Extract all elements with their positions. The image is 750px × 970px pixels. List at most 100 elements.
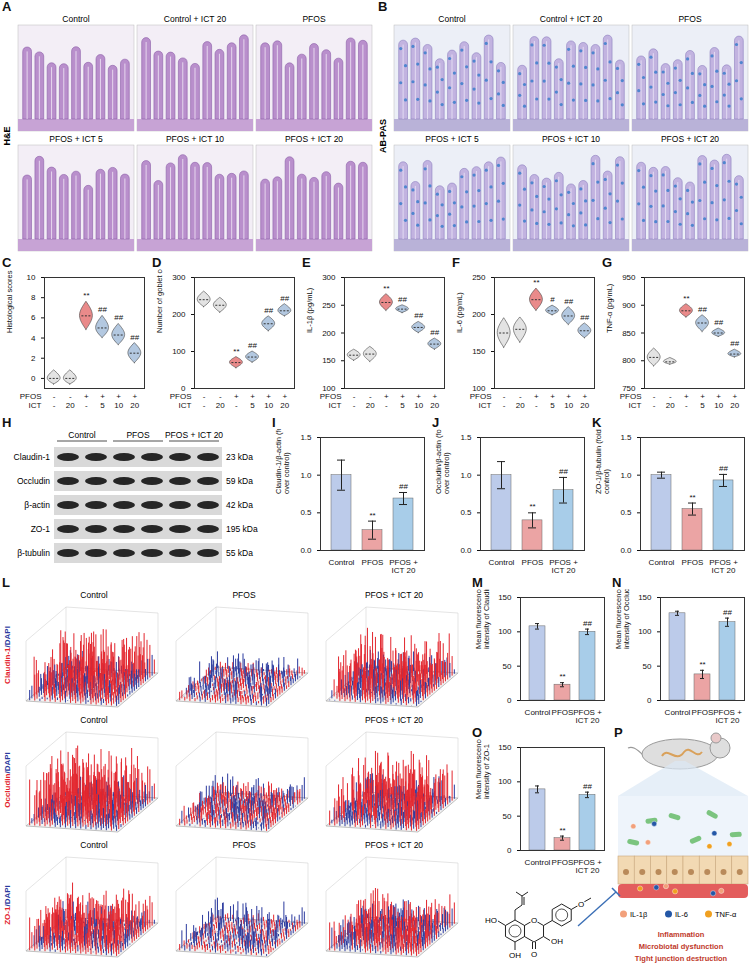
svg-text:**: ** xyxy=(559,672,565,681)
svg-text:Number of goblet cells: Number of goblet cells xyxy=(155,269,164,333)
svg-text:##: ## xyxy=(564,297,573,306)
svg-text:10: 10 xyxy=(264,401,273,410)
svg-text:PFOS + ICT 20: PFOS + ICT 20 xyxy=(365,840,423,850)
svg-text:0.5: 0.5 xyxy=(620,508,632,517)
svg-text:0: 0 xyxy=(647,696,652,705)
svg-text:20: 20 xyxy=(730,401,739,410)
svg-text:+: + xyxy=(282,392,287,401)
svg-text:10: 10 xyxy=(714,401,723,410)
svg-text:PFOS + ICT 20: PFOS + ICT 20 xyxy=(285,134,343,144)
svg-text:-: - xyxy=(69,392,72,401)
svg-text:0.0: 0.0 xyxy=(620,546,632,555)
svg-text:PFOS + ICT 5: PFOS + ICT 5 xyxy=(425,134,479,144)
svg-text:-: - xyxy=(503,401,506,410)
svg-text:5: 5 xyxy=(250,401,255,410)
svg-text:1.5: 1.5 xyxy=(300,433,312,442)
svg-text:Mean fluorescenceintensity of: Mean fluorescenceintensity of ZO-1 xyxy=(474,739,491,799)
svg-text:Control: Control xyxy=(80,715,108,725)
svg-text:200: 200 xyxy=(472,310,486,319)
svg-text:PFOS: PFOS xyxy=(232,840,255,850)
svg-text:1.0: 1.0 xyxy=(300,471,312,480)
svg-text:Control + ICT 20: Control + ICT 20 xyxy=(540,14,603,24)
svg-text:##: ## xyxy=(398,295,407,304)
svg-text:**: ** xyxy=(529,502,535,511)
svg-text:PFOS: PFOS xyxy=(20,392,42,401)
svg-text:150: 150 xyxy=(498,593,512,602)
svg-text:**: ** xyxy=(533,278,539,287)
svg-text:+: + xyxy=(566,392,571,401)
svg-text:-: - xyxy=(519,392,522,401)
svg-text:20: 20 xyxy=(216,401,225,410)
svg-text:100: 100 xyxy=(498,777,512,786)
svg-text:PFOS + ICT 10: PFOS + ICT 10 xyxy=(166,134,224,144)
svg-text:PFOS: PFOS xyxy=(470,392,492,401)
svg-text:+: + xyxy=(732,392,737,401)
svg-text:##: ## xyxy=(719,464,728,473)
svg-text:**: ** xyxy=(689,493,695,502)
svg-text:ICT: ICT xyxy=(179,401,192,410)
svg-text:PFOS: PFOS xyxy=(682,558,704,567)
svg-text:150: 150 xyxy=(322,356,336,365)
svg-text:Control + ICT 20: Control + ICT 20 xyxy=(164,14,227,24)
svg-text:IL-1β (pg/mL): IL-1β (pg/mL) xyxy=(305,287,314,333)
svg-text:Control: Control xyxy=(649,558,675,567)
svg-text:0.5: 0.5 xyxy=(300,508,312,517)
svg-text:**: ** xyxy=(233,347,239,356)
svg-text:-: - xyxy=(669,392,672,401)
svg-text:##: ## xyxy=(114,313,123,322)
svg-text:100: 100 xyxy=(172,347,186,356)
svg-text:-: - xyxy=(353,401,356,410)
svg-text:##: ## xyxy=(698,305,707,314)
svg-text:195 kDa: 195 kDa xyxy=(226,524,258,534)
svg-text:PFOS +ICT 20: PFOS +ICT 20 xyxy=(573,858,602,875)
svg-text:IL-6 (pg/mL): IL-6 (pg/mL) xyxy=(455,292,464,333)
svg-text:PFOS: PFOS xyxy=(320,392,342,401)
svg-text:β-tubulin: β-tubulin xyxy=(17,548,50,558)
svg-text:OH: OH xyxy=(509,951,521,960)
svg-text:PFOS: PFOS xyxy=(232,715,255,725)
svg-text:IL-1β: IL-1β xyxy=(630,910,648,919)
svg-text:##: ## xyxy=(399,482,408,491)
svg-text:HO: HO xyxy=(485,916,497,925)
svg-text:**: ** xyxy=(699,660,705,669)
svg-text:1.0: 1.0 xyxy=(460,471,472,480)
svg-text:950: 950 xyxy=(622,273,636,282)
svg-text:59 kDa: 59 kDa xyxy=(226,476,253,486)
svg-text:+: + xyxy=(432,392,437,401)
svg-text:100: 100 xyxy=(498,627,512,636)
svg-text:#: # xyxy=(550,295,555,304)
svg-text:Claudin-1: Claudin-1 xyxy=(14,452,51,462)
svg-text:300: 300 xyxy=(322,273,336,282)
svg-text:+: + xyxy=(534,392,539,401)
svg-text:42 kDa: 42 kDa xyxy=(226,500,253,510)
svg-text:Claudin-1/β-actin (foldover co: Claudin-1/β-actin (foldover control) xyxy=(274,429,291,494)
svg-text:6: 6 xyxy=(31,313,36,322)
svg-text:##: ## xyxy=(280,294,289,303)
svg-text:Control: Control xyxy=(525,708,551,717)
svg-text:ICT: ICT xyxy=(479,401,492,410)
svg-text:0: 0 xyxy=(31,374,36,383)
svg-text:Claudin-1/DAPI: Claudin-1/DAPI xyxy=(3,626,12,684)
svg-text:Control: Control xyxy=(438,14,466,24)
svg-text:5: 5 xyxy=(700,401,705,410)
svg-text:##: ## xyxy=(248,341,257,350)
svg-text:-: - xyxy=(235,401,238,410)
svg-text:OH: OH xyxy=(551,937,563,946)
svg-text:PFOS: PFOS xyxy=(232,590,255,600)
svg-text:Control: Control xyxy=(68,430,96,440)
svg-text:Inflammation: Inflammation xyxy=(658,930,705,939)
svg-text:5: 5 xyxy=(550,401,555,410)
svg-text:##: ## xyxy=(264,306,273,315)
svg-text:50: 50 xyxy=(503,662,512,671)
svg-text:0.5: 0.5 xyxy=(460,508,472,517)
svg-text:AB-PAS: AB-PAS xyxy=(378,119,388,153)
svg-text:PFOS + ICT 20: PFOS + ICT 20 xyxy=(661,134,719,144)
svg-text:Control: Control xyxy=(525,858,551,867)
svg-text:-: - xyxy=(535,401,538,410)
svg-text:+: + xyxy=(84,392,89,401)
svg-text:PFOS + ICT 20: PFOS + ICT 20 xyxy=(365,715,423,725)
svg-text:##: ## xyxy=(583,782,592,791)
svg-text:-: - xyxy=(653,401,656,410)
svg-text:50: 50 xyxy=(643,662,652,671)
svg-text:-: - xyxy=(503,392,506,401)
